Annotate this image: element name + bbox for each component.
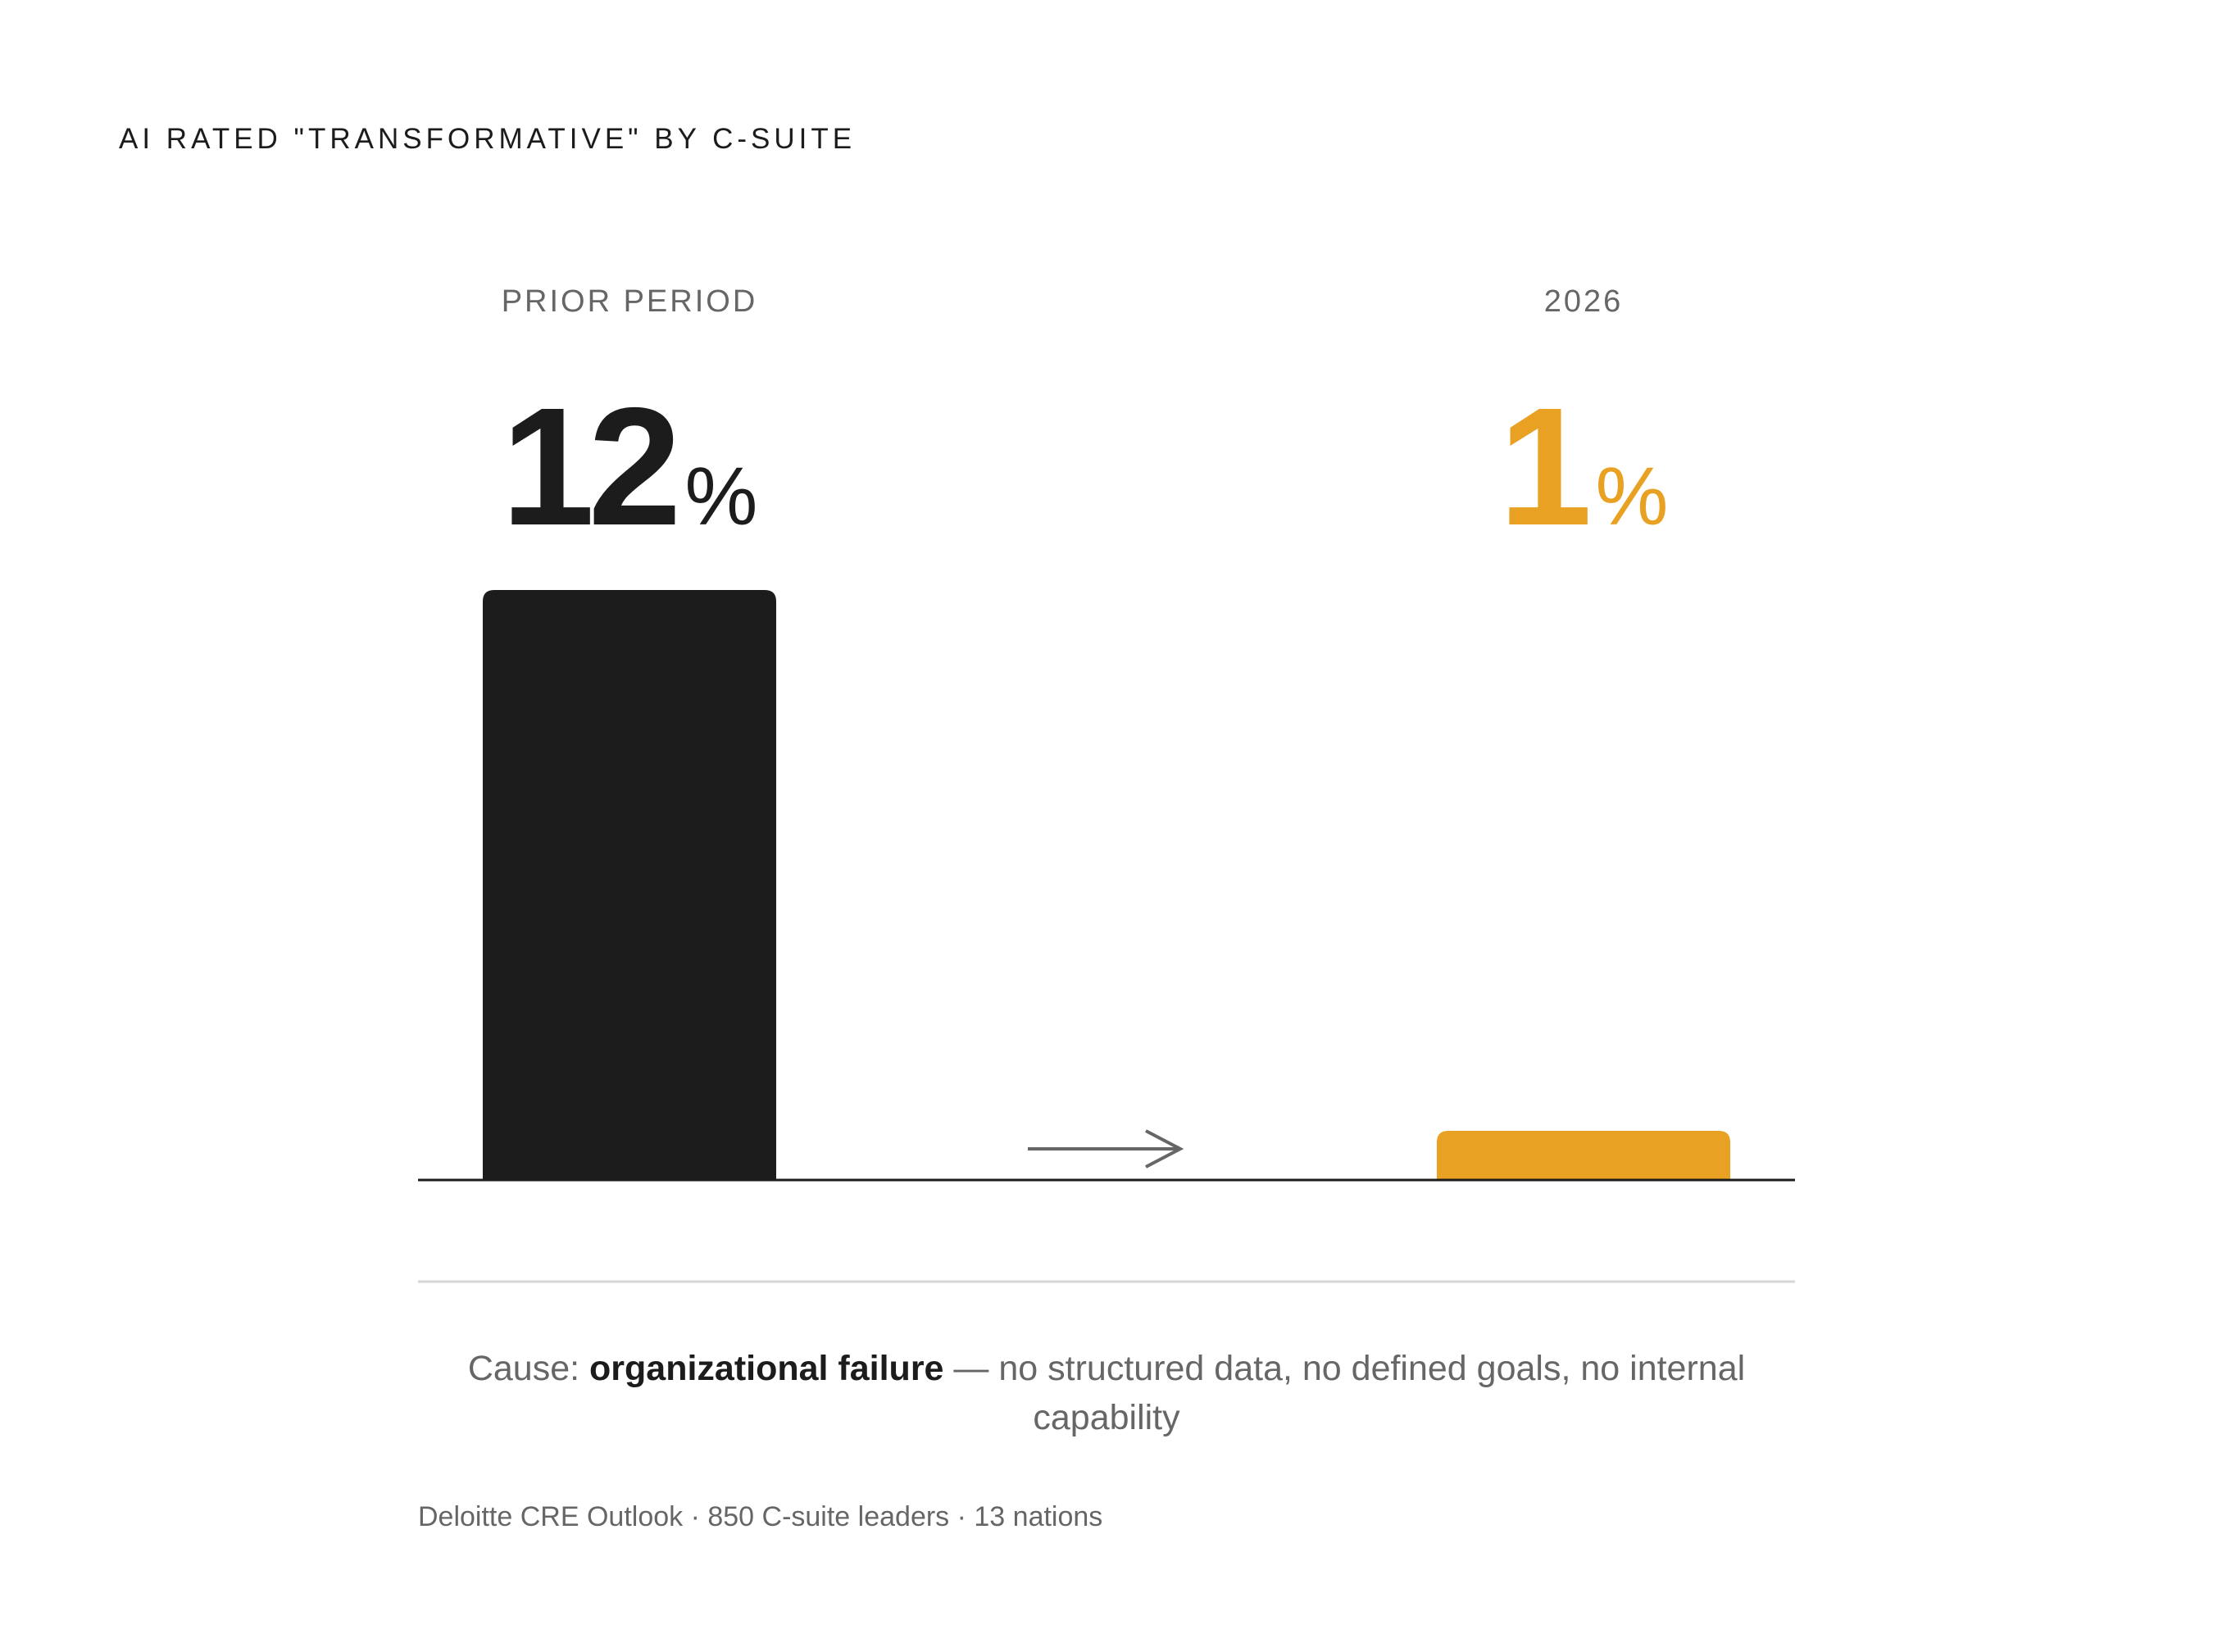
caption-emphasis: organizational failure [589,1349,944,1388]
bar [1437,1131,1730,1180]
chart-title: AI RATED "TRANSFORMATIVE" BY C-SUITE [119,123,856,155]
value-label: 1% [1499,373,1669,560]
source: Deloitte CRE Outlook · 850 C-suite leade… [418,1501,1102,1532]
value-label: 12% [502,373,758,560]
x-tick-label: 2026 [1544,284,1624,319]
x-tick-label: PRIOR PERIOD [502,284,758,319]
caption-rest: — no structured data, no defined goals, … [943,1349,1746,1437]
caption: Cause: organizational failure — no struc… [418,1344,1795,1442]
arrow-head [1145,1129,1184,1169]
caption-prefix: Cause: [467,1349,590,1388]
bar [483,590,776,1180]
